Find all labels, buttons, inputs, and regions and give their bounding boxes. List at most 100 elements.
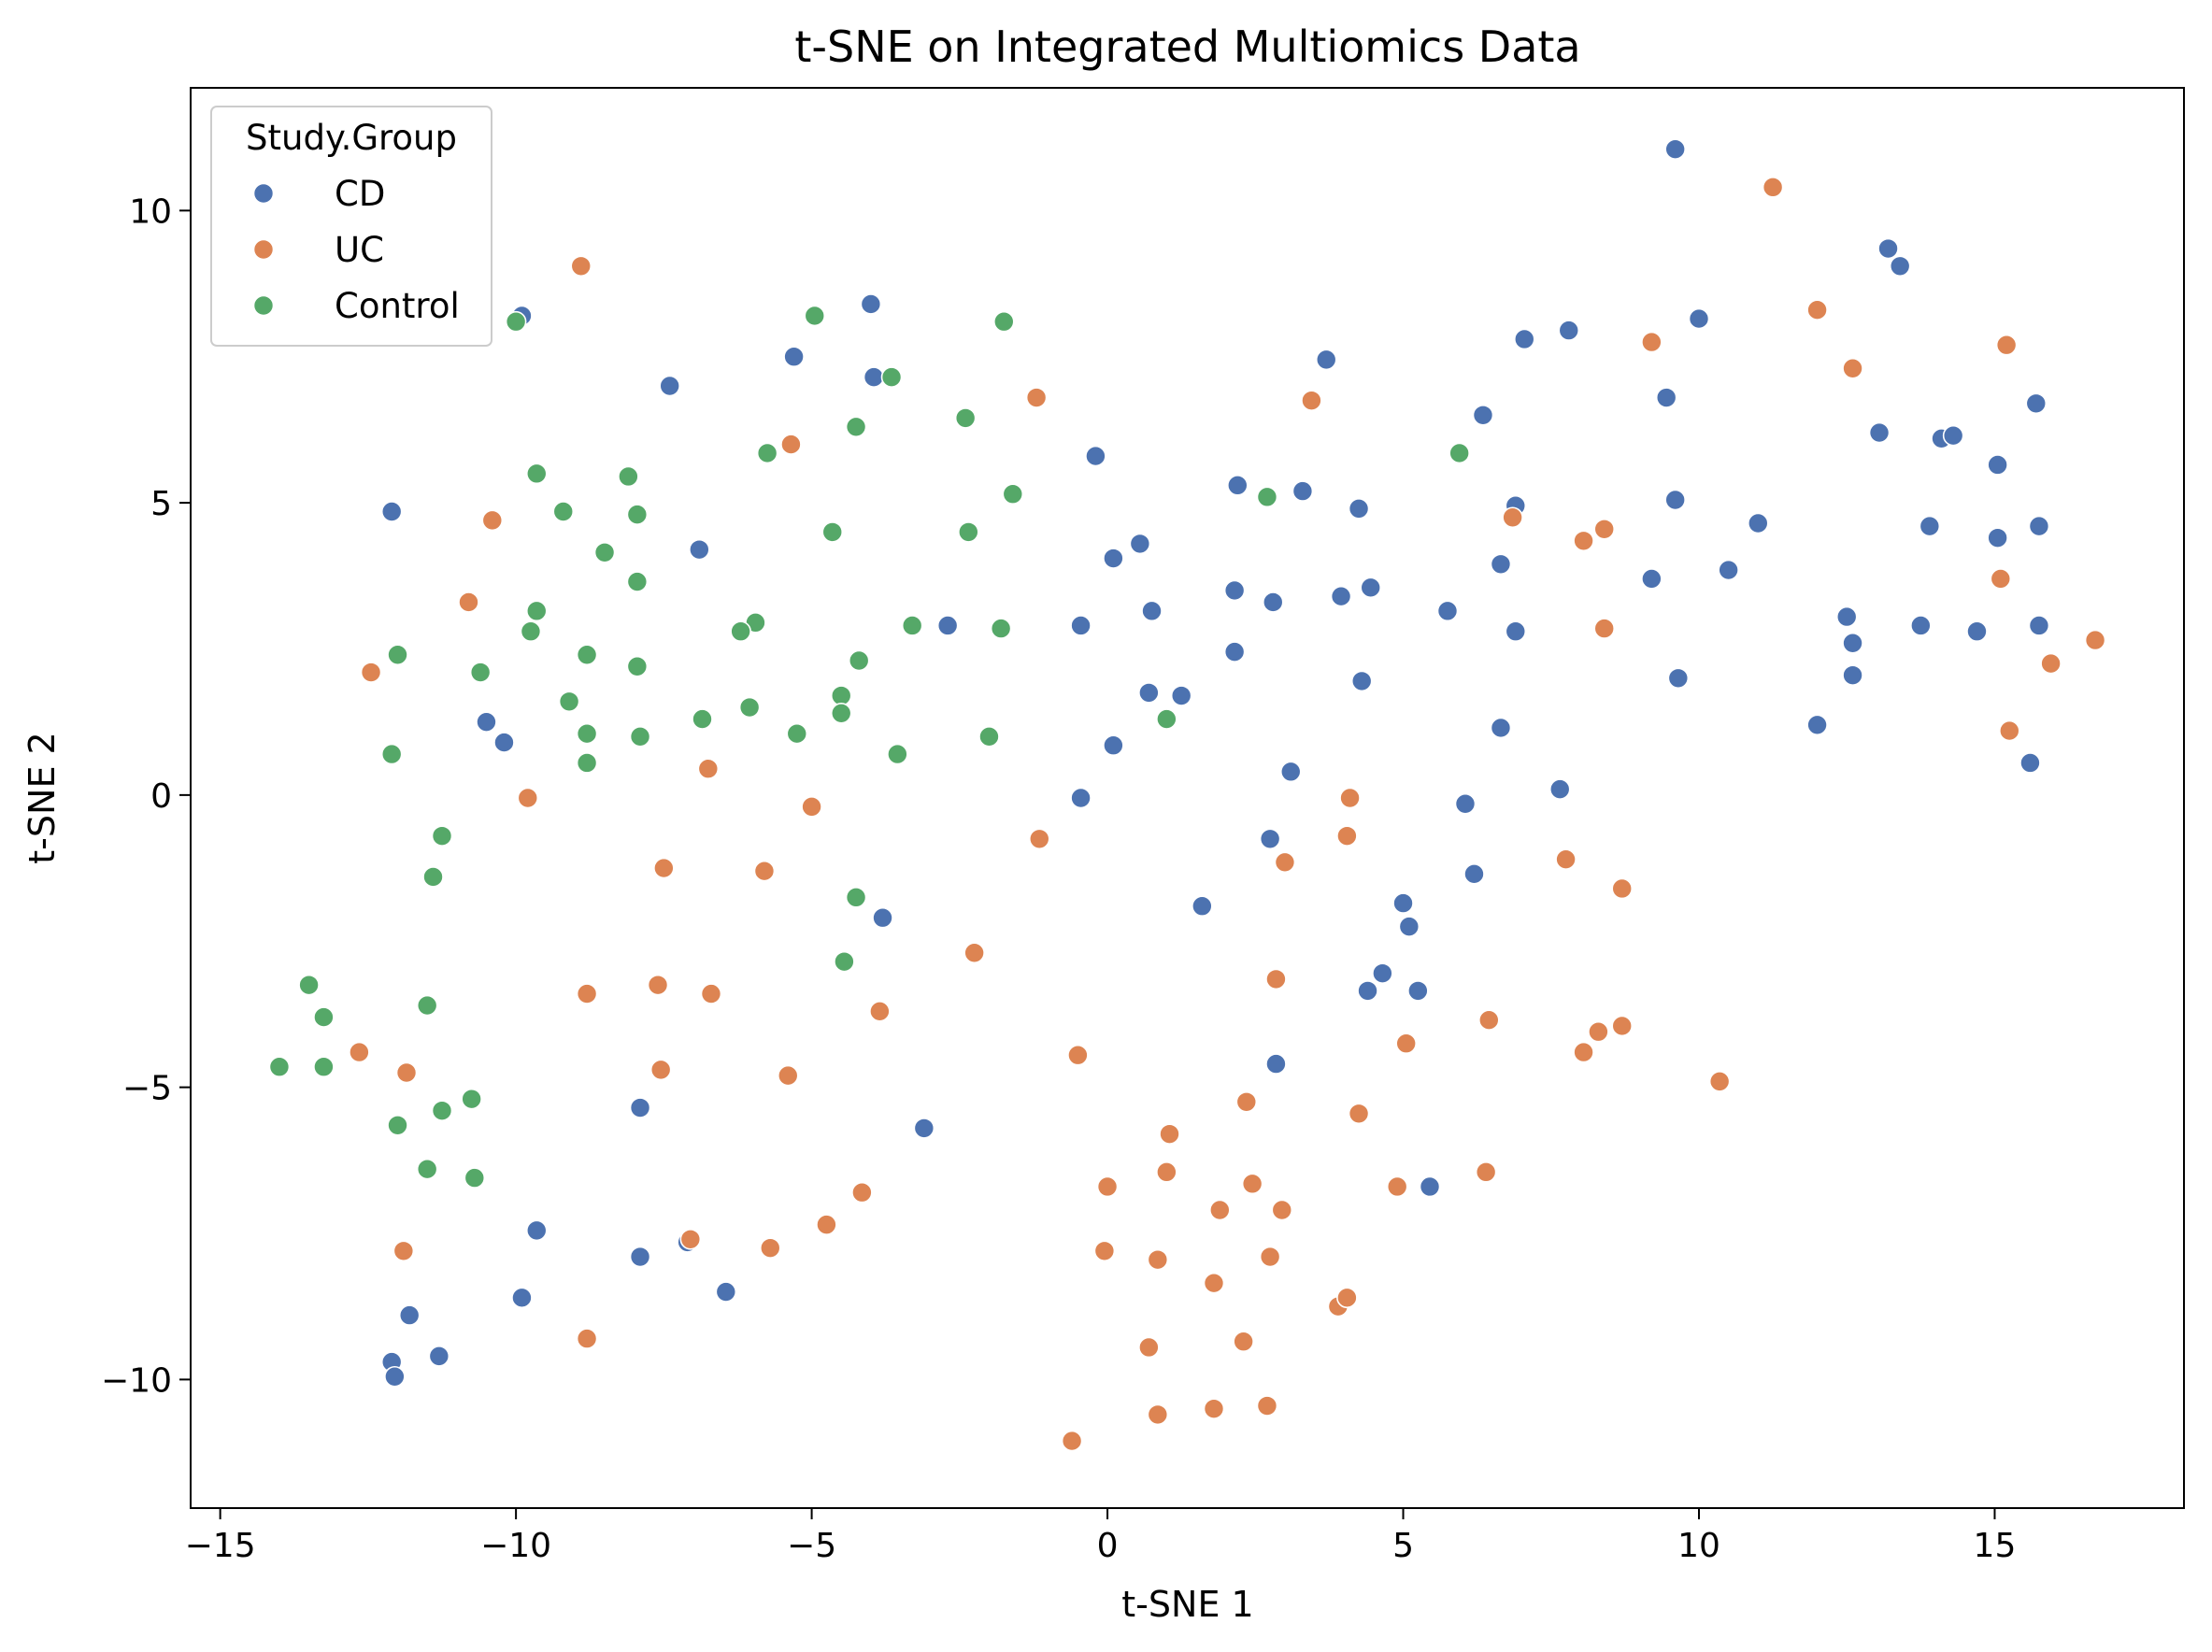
data-point: [1436, 600, 1459, 622]
data-point: [1708, 1071, 1731, 1092]
x-tick-label: 0: [1097, 1527, 1119, 1565]
data-point: [1336, 1287, 1358, 1309]
data-point: [1256, 1395, 1278, 1417]
data-point: [1588, 1020, 1609, 1043]
data-point: [851, 1181, 873, 1203]
data-point: [1806, 714, 1828, 736]
data-point: [558, 691, 580, 713]
data-point: [1463, 863, 1485, 885]
data-point: [1987, 454, 2008, 476]
data-point: [653, 857, 675, 879]
legend: Study.Group CD UC Control: [210, 106, 492, 347]
data-point: [936, 615, 959, 636]
data-point: [428, 1346, 450, 1367]
data-point: [848, 649, 870, 672]
data-point: [476, 711, 497, 733]
data-point: [576, 1328, 598, 1349]
legend-label: CD: [335, 174, 385, 214]
data-point: [511, 1287, 533, 1309]
data-point: [1265, 968, 1287, 990]
data-point: [1085, 445, 1106, 467]
data-point: [738, 696, 761, 719]
data-point: [1454, 792, 1477, 815]
y-tick-label: −10: [101, 1361, 172, 1400]
legend-marker: [252, 294, 275, 317]
data-point: [1259, 1246, 1281, 1268]
data-point: [1910, 615, 1932, 636]
data-point: [1490, 717, 1512, 739]
data-point: [576, 722, 598, 745]
series-cd: [380, 138, 2050, 1388]
data-point: [1419, 1175, 1441, 1198]
data-point: [990, 618, 1012, 639]
data-point: [1028, 828, 1050, 850]
legend-items: CD UC Control: [252, 174, 460, 326]
data-point: [416, 994, 438, 1017]
legend-marker: [252, 238, 275, 261]
legend-box: [210, 106, 492, 347]
data-point: [387, 644, 408, 666]
data-point: [1256, 486, 1278, 508]
data-point: [395, 1061, 418, 1084]
data-point: [2019, 752, 2041, 774]
x-axis-label: t-SNE 1: [1121, 1584, 1253, 1625]
data-point: [1360, 577, 1382, 599]
data-point: [1156, 708, 1177, 730]
data-point: [464, 1167, 486, 1189]
data-point: [416, 1158, 438, 1180]
points-layer: [268, 138, 2106, 1452]
data-point: [1271, 1199, 1293, 1221]
data-point: [380, 501, 403, 522]
data-point: [1348, 1103, 1370, 1125]
data-point: [1339, 787, 1361, 809]
data-point: [392, 1240, 415, 1262]
data-point: [505, 310, 527, 333]
data-point: [647, 974, 669, 996]
data-point: [1138, 682, 1160, 704]
data-point: [1611, 1015, 1634, 1037]
data-point: [1233, 1331, 1254, 1353]
data-point: [1315, 349, 1337, 371]
data-point: [1995, 334, 2018, 356]
data-point: [1573, 1041, 1594, 1063]
data-point: [860, 293, 882, 315]
data-point: [1889, 255, 1911, 278]
data-point: [978, 726, 1000, 748]
data-point: [1330, 585, 1352, 607]
data-point: [801, 796, 822, 818]
x-tick-label: 15: [1974, 1527, 2017, 1565]
data-point: [834, 950, 855, 973]
data-point: [268, 1056, 291, 1078]
data-point: [1265, 1053, 1287, 1075]
data-point: [570, 255, 592, 278]
data-point: [1141, 600, 1163, 622]
y-tick-label: −5: [122, 1070, 172, 1108]
data-point: [1223, 641, 1246, 662]
data-point: [1593, 518, 1616, 540]
data-point: [1147, 1248, 1169, 1271]
data-point: [576, 983, 598, 1004]
data-point: [777, 1064, 799, 1087]
y-tick-label: 10: [129, 192, 172, 231]
data-point: [1170, 685, 1192, 706]
data-point: [1096, 1175, 1119, 1198]
data-point: [689, 538, 710, 561]
data-point: [1103, 734, 1124, 757]
data-point: [1203, 1398, 1225, 1419]
data-point: [1372, 962, 1393, 984]
x-tick-label: −5: [787, 1527, 836, 1565]
data-point: [313, 1056, 335, 1078]
data-point: [1274, 851, 1296, 874]
y-axis-label: t-SNE 2: [21, 732, 63, 863]
data-point: [1593, 618, 1616, 639]
x-tick-label: −10: [480, 1527, 551, 1565]
data-point: [692, 708, 713, 730]
data-point: [1386, 1175, 1408, 1198]
data-point: [422, 866, 444, 888]
data-point: [1203, 1272, 1225, 1294]
data-point: [880, 366, 903, 388]
data-point: [1138, 1336, 1160, 1359]
chart-title: t-SNE on Integrated Multiomics Data: [794, 21, 1580, 72]
data-point: [1392, 892, 1414, 914]
data-point: [1407, 980, 1429, 1002]
